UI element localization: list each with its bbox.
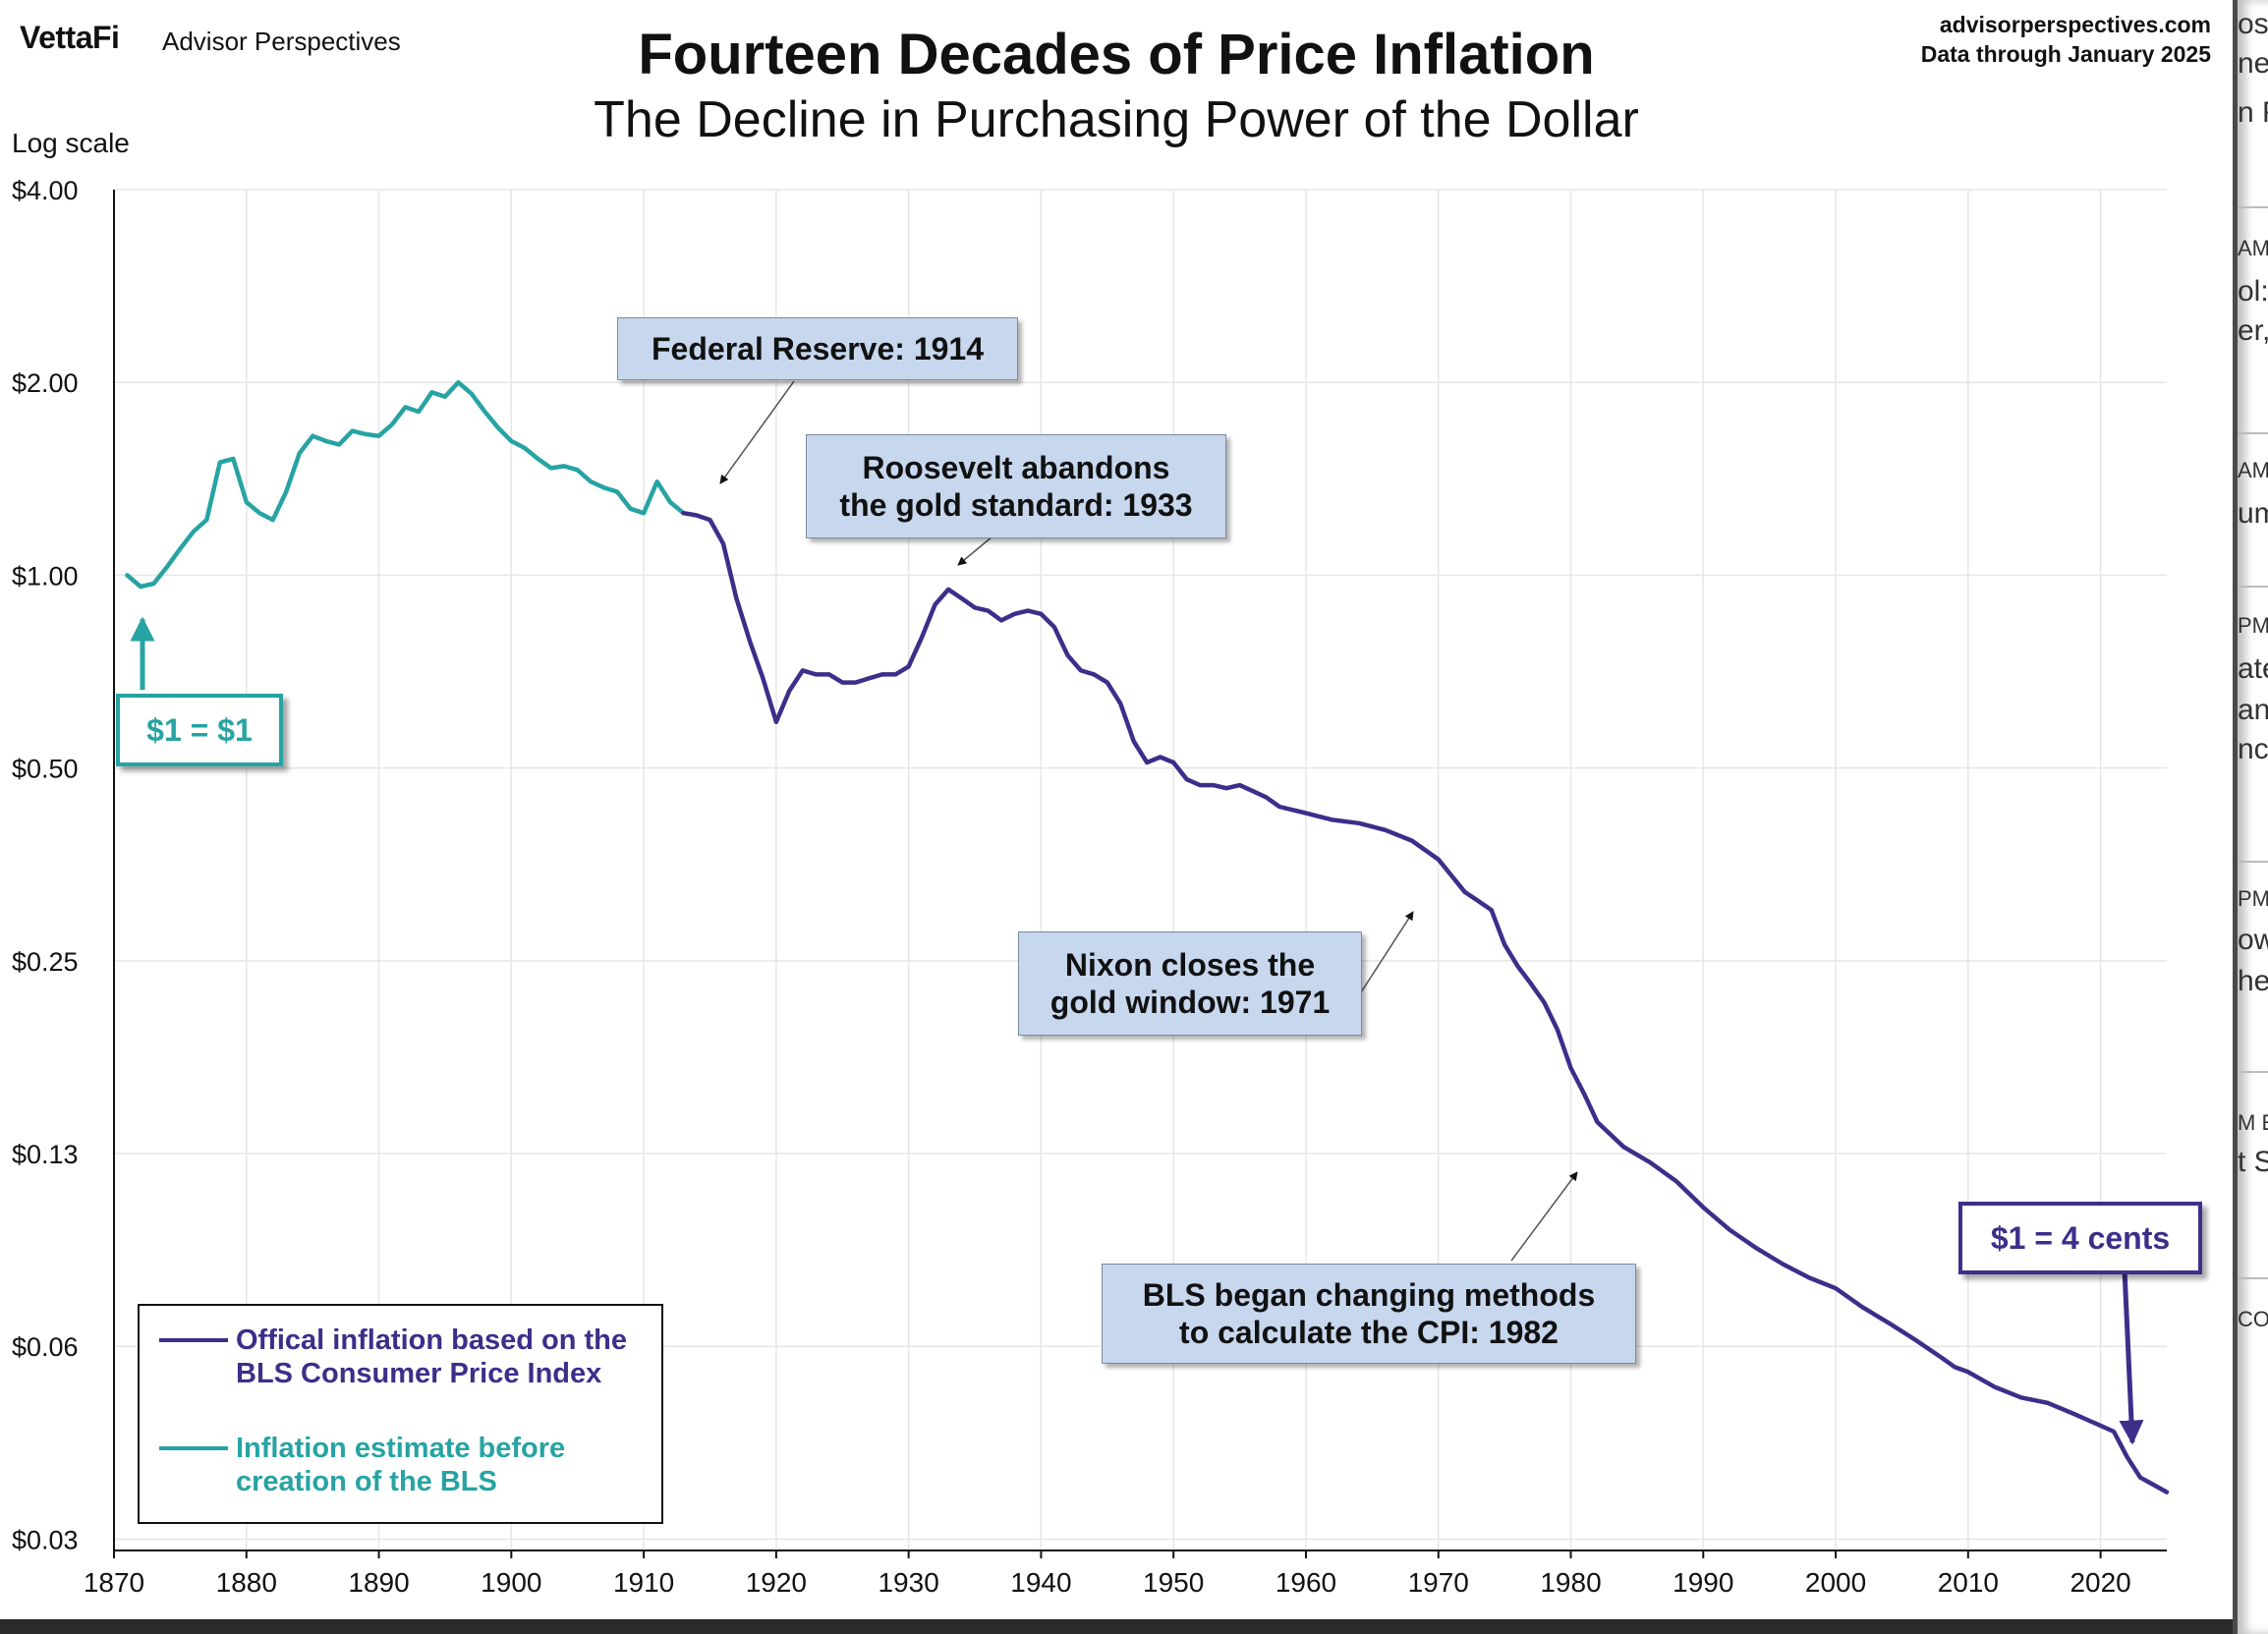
x-tick-label: 1910 [613,1567,674,1598]
strip-fragment: n F [2238,96,2268,129]
strip-divider [2238,1277,2268,1279]
end-value-text: $1 = 4 cents [1990,1219,2171,1256]
nixon-callout-line1: Nixon closes the [1064,947,1316,983]
y-tick-label: $2.00 [12,368,79,398]
series-group [125,379,2170,1494]
strip-fragment: um [2238,497,2268,530]
bls-arrow [1510,1171,1578,1262]
x-tick-label: 1960 [1276,1567,1336,1598]
chart-title: Fourteen Decades of Price Inflation [638,23,1595,86]
strip-fragment: PM [2238,886,2268,911]
strip-fragment: PM [2238,613,2268,638]
legend-swatch-official [159,1338,228,1342]
strip-fragment: er, [2238,314,2268,347]
annotation-arrows [130,380,2144,1445]
x-tick-label: 2020 [2070,1567,2130,1598]
bls-callout-line2: to calculate the CPI: 1982 [1179,1315,1559,1350]
strip-fragment: M E [2238,1110,2268,1135]
legend-estimate-line1: Inflation estimate before [236,1433,566,1464]
strip-fragment: ate [2238,652,2268,685]
y-axis: $4.00 $2.00 $1.00 $0.50 $0.25 $0.13 $0.06 $0.03 [12,176,79,1554]
strip-fragment: nc [2238,733,2268,765]
y-tick-label: $0.06 [12,1332,79,1362]
adjacent-window-strip: os ne n F AM ol: er, AM um PM ate and nc PM ow he M E t … [2233,0,2268,1634]
legend-estimate-line2: creation of the BLS [236,1466,497,1497]
fed-arrow [719,380,795,484]
chart-legend: Offical inflation based on the BLS Consu… [138,1304,663,1524]
bottom-edge-strip [0,1619,2233,1634]
roosevelt-callout-line1: Roosevelt abandons [862,450,1170,485]
strip-fragment: ne [2238,47,2268,80]
x-tick-label: 1940 [1010,1567,1071,1598]
x-tick-label: 1970 [1408,1567,1469,1598]
vettafi-logo: VettaFi [20,20,120,55]
x-tick-label: 2000 [1805,1567,1866,1598]
y-tick-label: $0.25 [12,947,79,977]
nixon-arrow [1360,911,1414,993]
strip-fragment: CO [2238,1307,2268,1331]
series-line-estimate [125,379,686,590]
y-axis-label: Log scale [12,128,130,158]
series-line-official [681,510,2170,1494]
x-tick-label: 2010 [1938,1567,1999,1598]
y-tick-label: $0.50 [12,755,79,784]
roosevelt-callout-line2: the gold standard: 1933 [839,487,1193,523]
strip-fragment: ol: [2238,275,2268,308]
x-tick-label: 1930 [878,1567,938,1598]
advisor-perspectives-logo-text: Advisor Perspectives [162,27,401,56]
strip-fragment: ow [2238,924,2268,956]
fed-callout: Federal Reserve: 1914 [617,317,1018,380]
x-tick-label: 1880 [216,1567,277,1598]
fed-callout-text: Federal Reserve: 1914 [652,331,984,366]
strip-fragment: AM [2238,458,2268,482]
x-tick-label: 1900 [481,1567,541,1598]
legend-label-official: Offical inflation based on the BLS Consu… [236,1324,668,1390]
end-arrow [2119,1268,2144,1445]
nixon-callout: Nixon closes the gold window: 1971 [1018,931,1362,1036]
y-tick-label: $0.13 [12,1140,79,1169]
strip-divider [2238,586,2268,588]
data-through-note: Data through January 2025 [1920,41,2211,67]
chart-subtitle: The Decline in Purchasing Power of the D… [594,91,1639,148]
start-value-label: $1 = $1 [116,694,283,766]
strip-divider [2238,861,2268,863]
y-tick-label: $0.03 [12,1525,79,1554]
strip-divider [2238,206,2268,208]
legend-swatch-estimate [159,1446,228,1450]
nixon-callout-line2: gold window: 1971 [1049,985,1331,1020]
legend-label-estimate: Inflation estimate before creation of th… [236,1432,668,1498]
source-url: advisorperspectives.com [1939,12,2211,37]
strip-fragment: t S [2238,1146,2268,1178]
strip-fragment: os [2238,8,2268,40]
strip-divider [2238,1071,2268,1073]
legend-official-line2: BLS Consumer Price Index [236,1358,602,1389]
roosevelt-callout: Roosevelt abandons the gold standard: 19… [806,434,1226,538]
roosevelt-arrow [957,535,993,566]
y-tick-label: $4.00 [12,176,79,205]
x-tick-label: 1950 [1143,1567,1204,1598]
x-tick-label: 1890 [348,1567,409,1598]
bls-callout: BLS began changing methods to calculate … [1102,1264,1636,1364]
y-tick-label: $1.00 [12,561,79,591]
x-axis: 1870 1880 1890 1900 1910 1920 1930 1940 1950 1960… [84,1550,2131,1598]
x-tick-label: 1980 [1540,1567,1601,1598]
source-note: advisorperspectives.com Data through Jan… [1921,10,2211,69]
x-tick-label: 1990 [1673,1567,1733,1598]
x-tick-label: 1920 [746,1567,807,1598]
bls-callout-line1: BLS began changing methods [1142,1277,1596,1313]
strip-fragment: he [2238,965,2268,997]
start-value-text: $1 = $1 [146,711,253,748]
strip-fragment: and [2238,694,2268,726]
strip-divider [2238,432,2268,434]
x-tick-label: 1870 [84,1567,144,1598]
strip-fragment: AM [2238,236,2268,260]
legend-official-line1: Offical inflation based on the [236,1324,627,1356]
end-value-label: $1 = 4 cents [1958,1202,2202,1274]
